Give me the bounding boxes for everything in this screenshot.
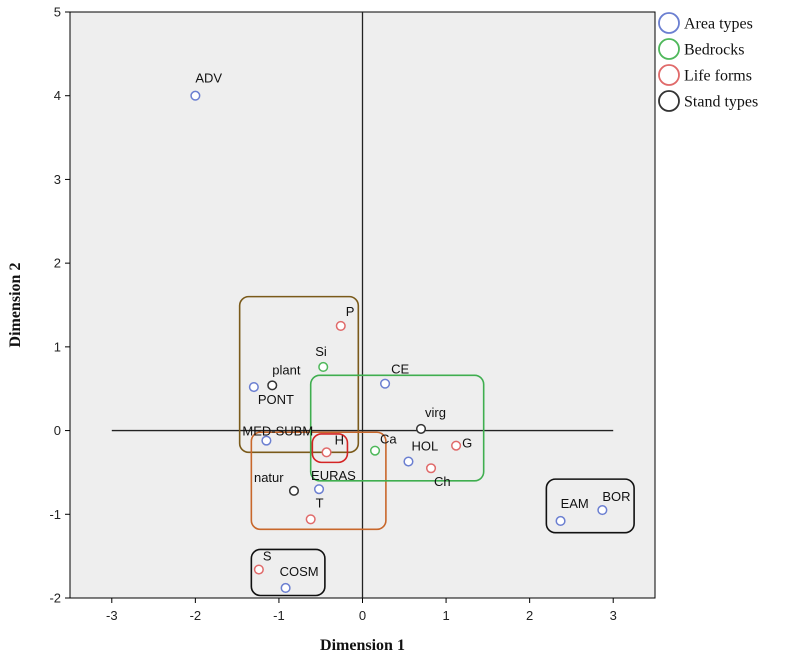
y-tick-label: 4 <box>54 88 61 103</box>
point-p <box>335 320 346 331</box>
point-label-virg: virg <box>425 405 446 420</box>
legend-marker <box>658 90 680 112</box>
y-axis-title: Dimension 2 <box>7 263 24 348</box>
x-tick-label: 3 <box>610 608 617 623</box>
point-label-si: Si <box>315 344 327 359</box>
point-label-natur: natur <box>254 470 284 485</box>
point-plant <box>267 380 278 391</box>
group-box <box>238 295 360 454</box>
group-box <box>545 478 635 534</box>
group-box <box>311 433 349 464</box>
y-tick-label: 2 <box>54 256 61 271</box>
x-axis-title: Dimension 1 <box>320 637 405 654</box>
legend-marker <box>658 38 680 60</box>
point-label-bor: BOR <box>602 489 630 504</box>
y-tick-label: -1 <box>49 507 61 522</box>
point-ce <box>380 378 391 389</box>
x-tick-label: -3 <box>106 608 118 623</box>
point-t <box>305 514 316 525</box>
x-tick-label: 2 <box>526 608 533 623</box>
point-label-ce: CE <box>391 362 409 377</box>
point-label-ch: Ch <box>434 474 451 489</box>
point-label-euras: EURAS <box>311 468 356 483</box>
y-tick-label: 1 <box>54 339 61 354</box>
point-label-cosm: COSM <box>280 564 319 579</box>
point-label-g: G <box>462 436 472 451</box>
y-tick-label: 0 <box>54 423 61 438</box>
y-tick-label: -2 <box>49 591 61 606</box>
point-g <box>451 440 462 451</box>
point-s <box>253 564 264 575</box>
point-natur <box>288 485 300 496</box>
x-tick-label: 0 <box>359 608 366 623</box>
group-box <box>250 548 326 597</box>
point-eam <box>555 515 566 527</box>
legend-marker <box>658 64 680 86</box>
point-label-plant: plant <box>272 362 301 377</box>
point-pont <box>248 381 259 393</box>
group-box <box>309 374 485 482</box>
point-med-subm <box>261 435 272 446</box>
point-label-s: S <box>263 549 272 564</box>
point-label-pont: PONT <box>258 392 294 407</box>
y-tick-label: 3 <box>54 172 61 187</box>
point-label-ca: Ca <box>380 432 397 447</box>
point-ch <box>425 463 437 474</box>
legend-marker <box>658 12 680 34</box>
point-label-h: H <box>335 432 344 447</box>
point-label-med-subm: MED-SUBM <box>242 424 313 439</box>
x-tick-label: -1 <box>273 608 285 623</box>
point-label-eam: EAM <box>561 496 589 511</box>
y-tick-label: 5 <box>54 5 61 20</box>
legend-label: Life forms <box>684 68 752 85</box>
point-label-t: T <box>316 495 324 510</box>
point-label-p: P <box>346 304 355 319</box>
point-euras <box>313 484 325 495</box>
point-label-adv: ADV <box>195 71 222 86</box>
point-h <box>321 447 332 458</box>
point-adv <box>190 90 201 101</box>
point-virg <box>415 423 427 434</box>
point-hol <box>403 456 414 467</box>
point-label-hol: HOL <box>411 439 438 454</box>
point-bor <box>597 505 608 516</box>
x-tick-label: -2 <box>190 608 202 623</box>
point-ca <box>369 445 381 456</box>
point-si <box>318 361 329 372</box>
legend-label: Bedrocks <box>684 42 744 59</box>
legend-label: Stand types <box>684 94 758 111</box>
legend-label: Area types <box>684 16 753 33</box>
x-tick-label: 1 <box>442 608 449 623</box>
point-cosm <box>280 582 291 594</box>
